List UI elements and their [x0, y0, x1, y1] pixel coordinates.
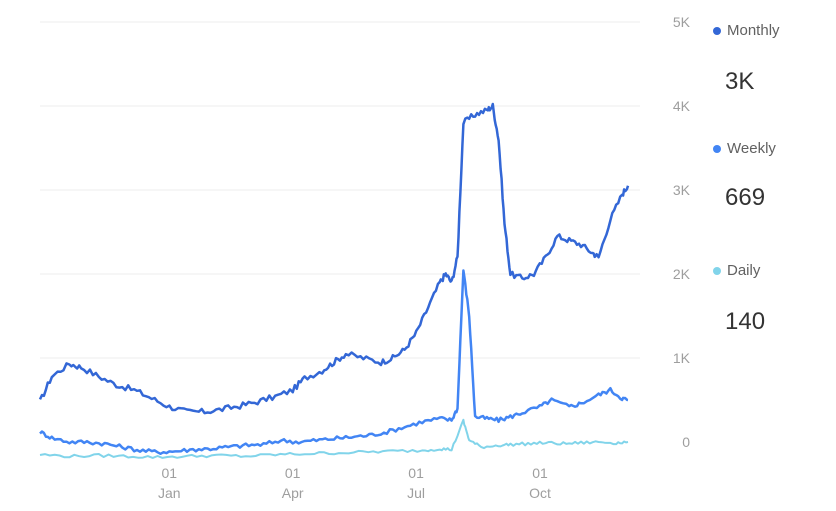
x-tick-label: 01 Jan [158, 465, 181, 501]
line-chart: 0 1K 2K 3K 4K 5K 01 Jan 01 Apr 01 Jul 01 Oct [38, 14, 691, 501]
series-line-monthly [38, 102, 630, 415]
series-line-weekly [39, 269, 629, 456]
series-line-daily [39, 418, 629, 459]
legend-label-daily: Daily [727, 262, 761, 279]
legend-value-monthly: 3K [725, 68, 755, 95]
x-tick-label: 01 Jul [407, 465, 425, 501]
daily-dot-icon [713, 267, 721, 275]
x-tick-label: 01 Apr [282, 465, 304, 501]
legend-label-monthly: Monthly [727, 22, 780, 39]
legend: Monthly 3K Weekly 669 Daily 140 [713, 0, 836, 511]
monthly-dot-icon [713, 27, 721, 35]
y-tick-label: 0 [682, 434, 690, 450]
y-tick-label: 4K [673, 98, 691, 114]
y-tick-label: 3K [673, 182, 691, 198]
legend-value-weekly: 669 [725, 184, 766, 211]
y-tick-label: 2K [673, 266, 691, 282]
y-tick-label: 5K [673, 14, 691, 30]
legend-value-daily: 140 [725, 308, 766, 335]
legend-label-weekly: Weekly [727, 140, 776, 157]
weekly-dot-icon [713, 145, 721, 153]
y-tick-label: 1K [673, 350, 691, 366]
x-tick-label: 01 Oct [529, 465, 551, 501]
